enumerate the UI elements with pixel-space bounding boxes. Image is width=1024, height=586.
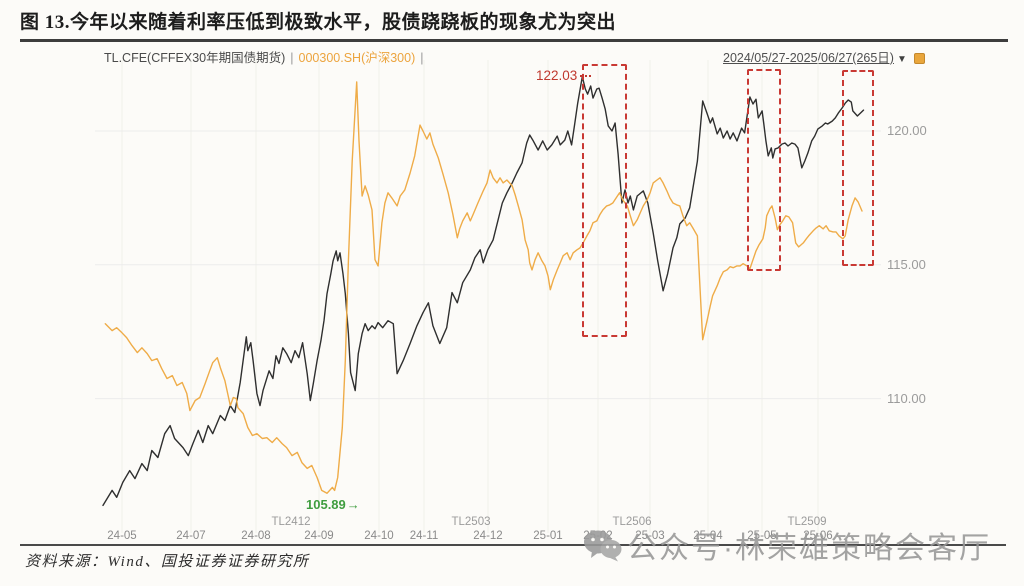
x-axis-tick-label: 24-12 — [473, 530, 503, 542]
x-axis-tick-label: 24-08 — [241, 530, 271, 542]
hs300-line — [104, 81, 863, 494]
dropdown-caret-icon[interactable]: ▼ — [896, 54, 907, 65]
x-axis-tick-label: 24-07 — [176, 530, 206, 542]
max-value-label: 122.03 — [536, 68, 592, 83]
contract-label: TL2412 — [271, 516, 311, 528]
highlight-box — [747, 69, 781, 271]
bottom-divider — [20, 544, 1006, 546]
figure-title: 图 13.今年以来随着利率压低到极致水平，股债跷跷板的现象尤为突出 — [20, 12, 617, 33]
highlight-box — [842, 70, 874, 266]
max-value-text: 122.03 — [536, 68, 578, 83]
x-axis-tick-label: 24-10 — [364, 530, 394, 542]
y-axis-tick-label: 115.00 — [887, 256, 926, 272]
source-note: 资料来源：Wind、国投证券证券研究所 — [25, 554, 310, 570]
date-range-selector[interactable]: 2024/05/27-2025/06/27(265日) ▼ — [723, 47, 925, 66]
tl-line — [102, 75, 865, 507]
watermark-text: 公众号·林荣雄策略会客厅 — [627, 532, 991, 565]
wechat-icon — [584, 530, 622, 562]
legend-series-hs300[interactable]: 000300.SH(沪深300) — [298, 51, 416, 65]
x-axis-tick-label: 25-05 — [747, 530, 777, 542]
contract-label: TL2506 — [612, 516, 652, 528]
chart-settings-icon[interactable] — [913, 53, 925, 65]
arrow-right-icon: → — [346, 497, 360, 512]
x-axis-tick-label: 25-04 — [693, 530, 723, 542]
legend-separator: | — [290, 51, 294, 65]
legend-series-tl[interactable]: TL.CFE(CFFEX30年期国债期货) — [104, 51, 286, 65]
x-axis-tick-label: 24-11 — [409, 530, 439, 542]
contract-label: TL2509 — [787, 516, 827, 528]
x-axis-tick-label: 25-01 — [533, 530, 563, 542]
date-range-text[interactable]: 2024/05/27-2025/06/27(265日) — [723, 51, 894, 65]
watermark: 公众号·林荣雄策略会客厅 — [582, 523, 991, 567]
x-axis-tick-label: 25-06 — [803, 530, 833, 542]
chart-legend: TL.CFE(CFFEX30年期国债期货) | 000300.SH(沪深300) | — [104, 47, 429, 66]
x-axis-tick-label: 25-03 — [635, 530, 665, 542]
y-axis-tick-label: 110.00 — [887, 390, 926, 406]
min-value-label: 105.89→ — [306, 497, 360, 512]
dotted-leader — [580, 75, 592, 78]
highlight-box — [582, 64, 627, 337]
y-axis-tick-label: 120.00 — [887, 123, 927, 138]
x-axis-tick-label: 24-05 — [107, 530, 137, 542]
legend-separator-2: | — [420, 51, 424, 65]
title-divider — [20, 39, 1008, 42]
x-axis-tick-label: 24-09 — [304, 530, 334, 542]
contract-label: TL2503 — [451, 516, 491, 528]
min-value-text: 105.89 — [306, 497, 346, 512]
